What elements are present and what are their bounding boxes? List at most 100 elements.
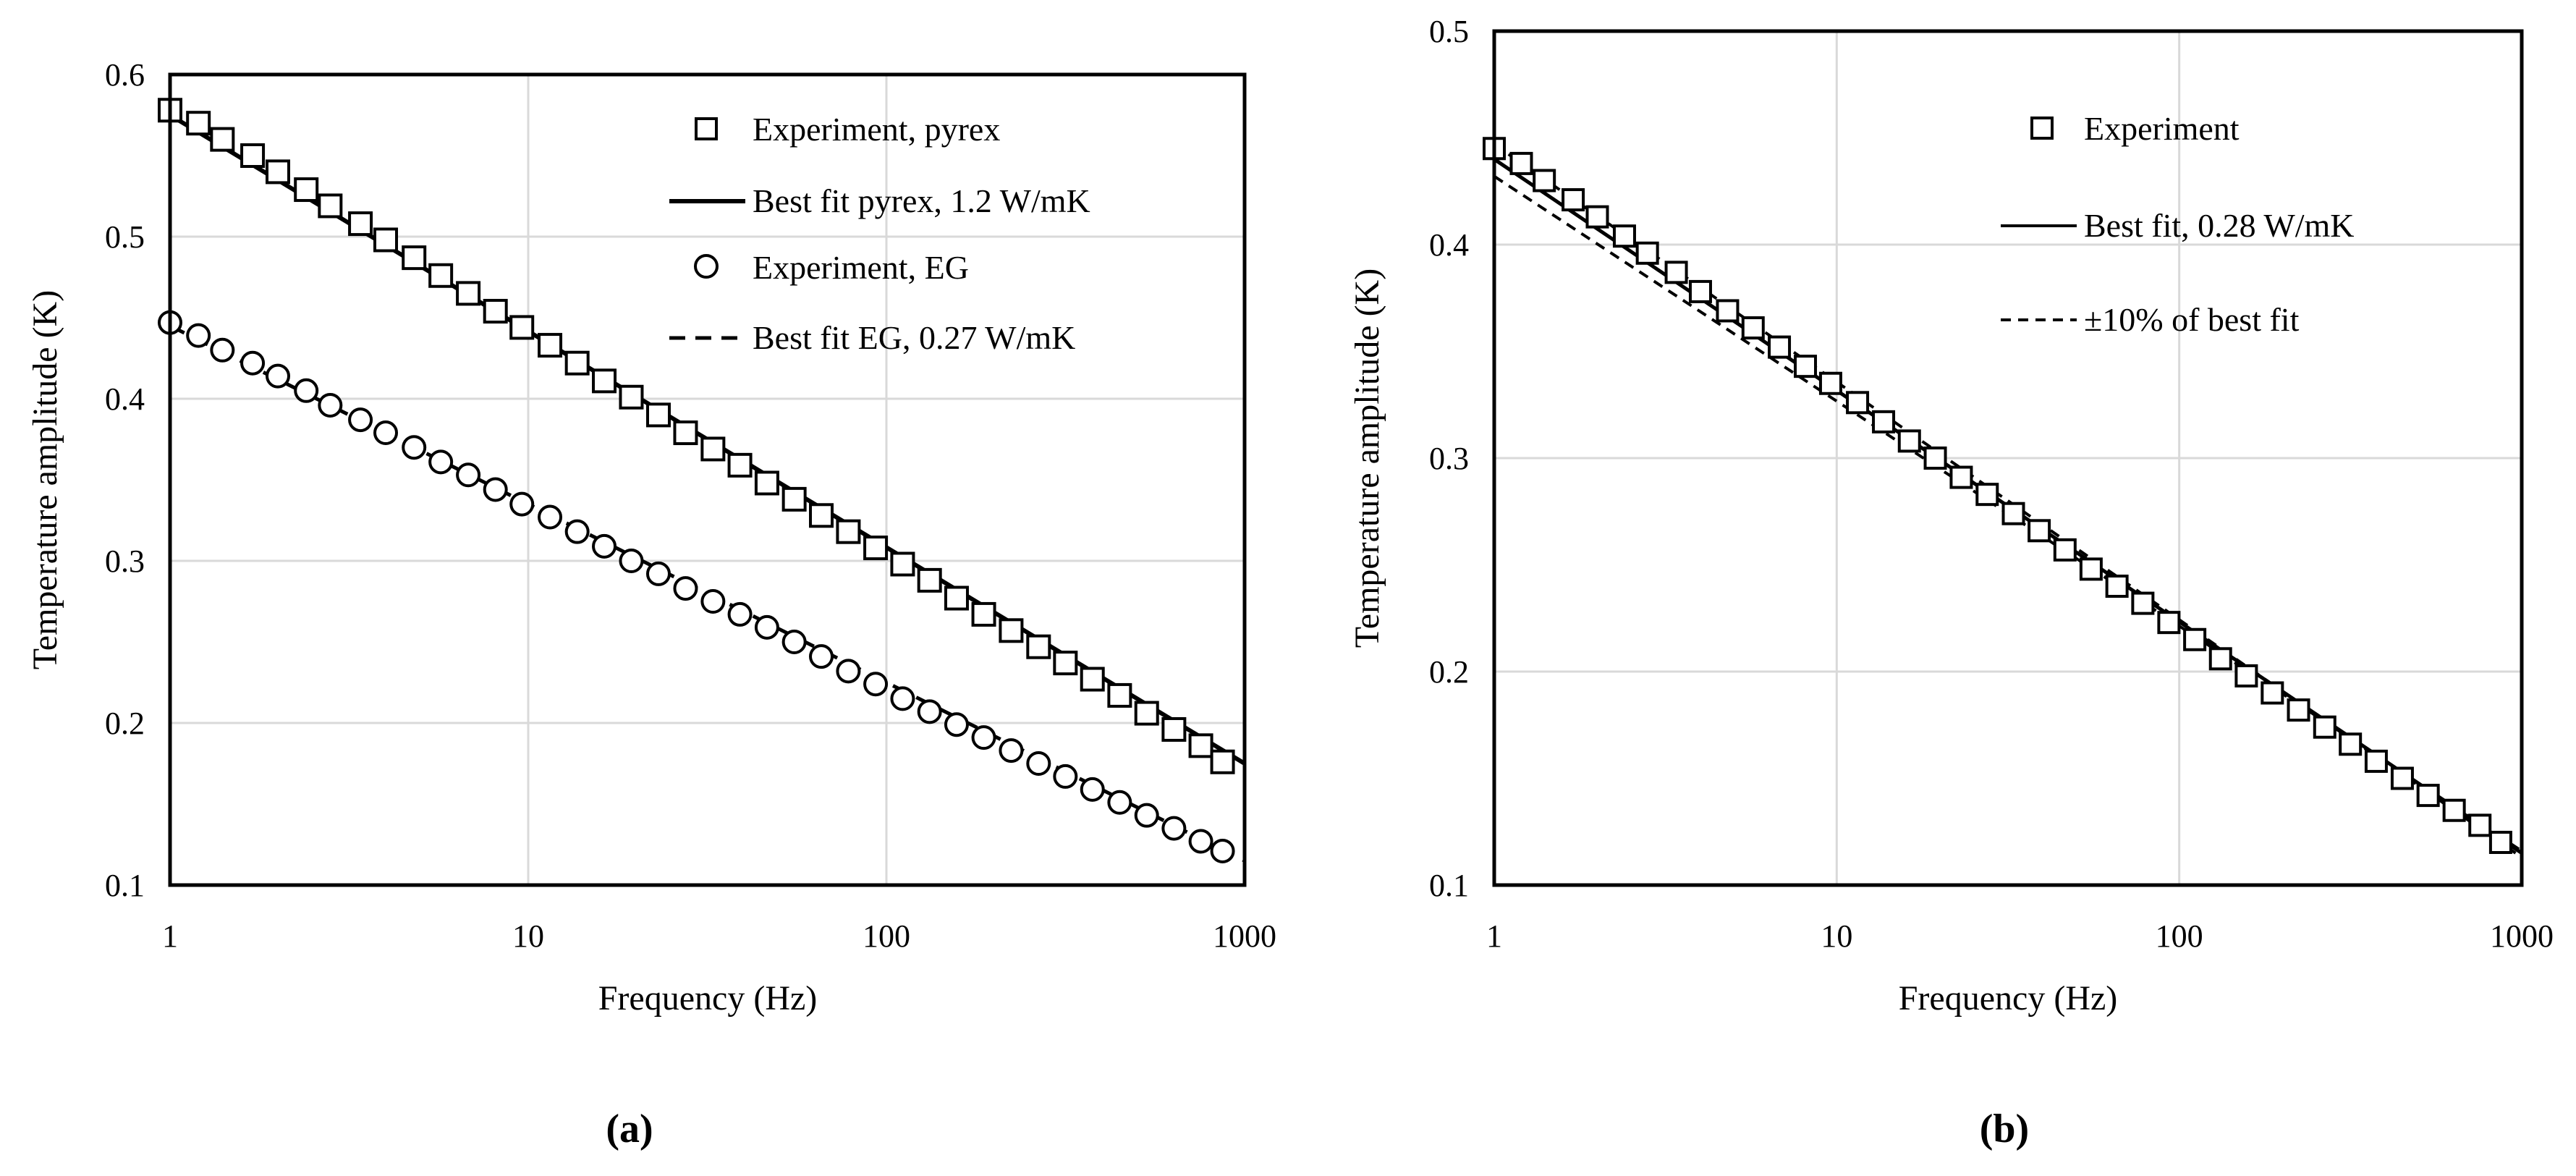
panel-b: 1 10 100 1000 0.1 0.2 0.3 0.4 0.5 Frequency (Hz)… bbox=[1348, 14, 2554, 1151]
data-point-square bbox=[2001, 502, 2025, 525]
data-point-square bbox=[402, 245, 427, 271]
data-point-square bbox=[210, 127, 235, 152]
data-point-circle bbox=[373, 420, 399, 446]
y-tick-label: 0.3 bbox=[1429, 441, 1469, 476]
data-point-square bbox=[1134, 701, 1159, 726]
x-tick-label: 10 bbox=[1821, 918, 1852, 954]
x-tick-label: 100 bbox=[863, 918, 910, 954]
data-point-square bbox=[2157, 611, 2181, 635]
legend-marker-square bbox=[695, 117, 718, 140]
data-point-circle bbox=[673, 576, 698, 601]
data-point-square bbox=[781, 486, 807, 512]
data-point-square bbox=[240, 143, 266, 168]
data-point-square bbox=[700, 436, 726, 462]
panel-a-grid bbox=[170, 75, 1245, 885]
x-tick-label: 10 bbox=[512, 918, 544, 954]
data-point-circle bbox=[538, 504, 563, 530]
panel-b-grid bbox=[1494, 31, 2522, 885]
data-point-square bbox=[1716, 299, 1740, 323]
data-point-circle bbox=[999, 738, 1024, 763]
data-point-square bbox=[1635, 241, 1659, 265]
data-point-square bbox=[2261, 681, 2284, 705]
data-point-circle bbox=[836, 659, 861, 684]
data-point-circle bbox=[754, 614, 779, 640]
data-point-square bbox=[754, 470, 779, 496]
data-point-circle bbox=[645, 561, 671, 586]
panel-a-y-axis-label: Temperature amplitude (K) bbox=[26, 290, 64, 669]
data-point-circle bbox=[240, 350, 266, 376]
data-point-square bbox=[1585, 205, 1609, 229]
data-point-circle bbox=[809, 644, 834, 669]
data-point-circle bbox=[1026, 751, 1051, 776]
data-point-square bbox=[1161, 716, 1187, 742]
data-point-square bbox=[863, 536, 889, 561]
data-point-square bbox=[727, 452, 753, 478]
panel-a-ticks: 1 10 100 1000 0.1 0.2 0.3 0.4 0.5 0.6 bbox=[105, 57, 1276, 954]
data-point-circle bbox=[348, 407, 373, 433]
data-point-square bbox=[2468, 813, 2492, 837]
data-point-circle bbox=[564, 519, 590, 544]
data-point-square bbox=[1975, 483, 1999, 507]
data-point-circle bbox=[428, 449, 454, 475]
y-tick-label: 0.2 bbox=[1429, 654, 1469, 690]
data-point-square bbox=[2028, 519, 2051, 543]
data-point-square bbox=[2053, 538, 2077, 562]
data-point-square bbox=[1949, 465, 1973, 489]
data-point-square bbox=[2416, 784, 2440, 808]
data-point-circle bbox=[318, 392, 343, 418]
data-point-square bbox=[1080, 667, 1105, 692]
data-point-square bbox=[1210, 749, 1235, 774]
data-point-square bbox=[509, 315, 535, 340]
data-point-square bbox=[1794, 355, 1818, 378]
panel-a-legend: Experiment, pyrex Best fit pyrex, 1.2 W/… bbox=[669, 111, 1090, 356]
panel-a-x-axis-label: Frequency (Hz) bbox=[598, 979, 818, 1018]
data-point-square bbox=[564, 350, 590, 376]
data-point-circle bbox=[863, 672, 889, 697]
data-point-square bbox=[428, 263, 454, 288]
data-point-circle bbox=[944, 712, 969, 737]
data-point-circle bbox=[1080, 777, 1105, 802]
y-tick-label: 0.4 bbox=[105, 381, 145, 417]
data-point-square bbox=[1107, 682, 1132, 708]
data-point-square bbox=[1562, 188, 1585, 212]
data-point-square bbox=[1923, 447, 1947, 470]
panel-b-plot-frame bbox=[1492, 29, 2524, 887]
data-point-circle bbox=[917, 699, 942, 724]
data-point-square bbox=[294, 177, 319, 203]
data-point-square bbox=[266, 159, 291, 185]
data-point-square bbox=[619, 384, 644, 410]
panel-b-legend: Experiment Best fit, 0.28 W/mK ±10% of b… bbox=[2001, 110, 2355, 338]
data-point-circle bbox=[266, 363, 291, 389]
legend-label-plus-minus-10: ±10% of best fit bbox=[2084, 301, 2300, 338]
panel-b-y-axis-label: Temperature amplitude (K) bbox=[1348, 268, 1386, 648]
data-point-square bbox=[318, 193, 343, 219]
data-point-square bbox=[2105, 575, 2129, 598]
panel-b-x-axis-label: Frequency (Hz) bbox=[1899, 979, 2118, 1018]
data-point-circle bbox=[1053, 763, 1078, 789]
data-point-square bbox=[1188, 733, 1213, 758]
data-point-circle bbox=[727, 601, 753, 627]
data-point-square bbox=[2313, 715, 2336, 739]
data-point-square bbox=[348, 211, 373, 237]
data-point-square bbox=[2442, 798, 2466, 822]
panel-b-ticks: 1 10 100 1000 0.1 0.2 0.3 0.4 0.5 bbox=[1429, 14, 2554, 954]
data-point-circle bbox=[1210, 838, 1235, 863]
data-point-square bbox=[971, 601, 996, 627]
data-point-circle bbox=[1188, 829, 1213, 854]
data-point-square bbox=[2287, 698, 2310, 722]
data-point-circle bbox=[781, 630, 807, 654]
data-point-circle bbox=[210, 337, 235, 363]
data-point-square bbox=[1509, 151, 1533, 175]
panel-a-plot-frame bbox=[168, 72, 1247, 887]
data-point-square bbox=[2488, 831, 2512, 854]
x-tick-label: 100 bbox=[2156, 918, 2203, 954]
data-point-square bbox=[1741, 316, 1765, 340]
data-point-square bbox=[1897, 429, 1921, 453]
data-point-square bbox=[1872, 410, 1896, 433]
data-point-square bbox=[999, 618, 1024, 643]
data-point-square bbox=[2339, 732, 2363, 756]
data-point-square bbox=[673, 420, 698, 446]
panel-b-series bbox=[1483, 137, 2523, 859]
data-point-circle bbox=[592, 533, 617, 559]
data-point-square bbox=[2234, 664, 2258, 688]
